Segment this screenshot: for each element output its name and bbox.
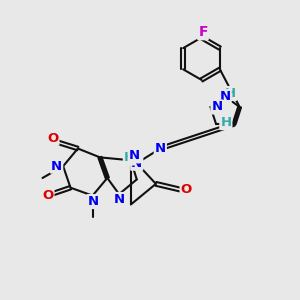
Text: H: H — [225, 87, 236, 100]
Text: O: O — [47, 132, 58, 145]
Text: N: N — [212, 100, 223, 113]
Text: H: H — [220, 116, 231, 129]
Text: N: N — [88, 195, 99, 208]
Text: N: N — [155, 142, 166, 155]
Text: N: N — [131, 157, 142, 170]
Text: F: F — [198, 25, 208, 39]
Text: O: O — [42, 189, 53, 202]
Text: N: N — [220, 90, 231, 103]
Text: N: N — [51, 160, 62, 173]
Text: N: N — [113, 193, 124, 206]
Text: O: O — [181, 183, 192, 196]
Text: N: N — [129, 149, 140, 162]
Text: H: H — [124, 152, 135, 164]
